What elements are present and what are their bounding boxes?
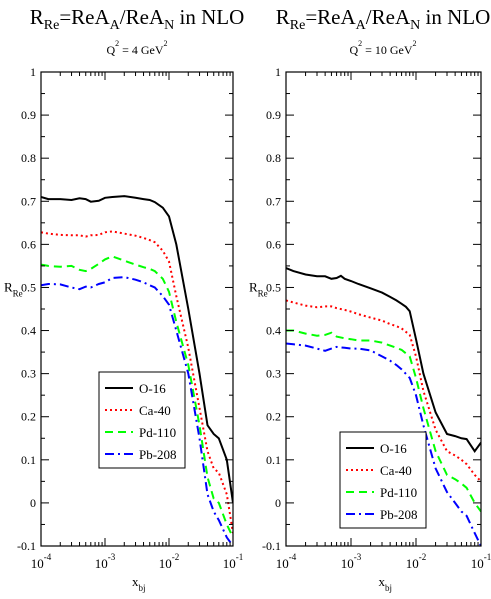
y-tick-label: 0.9 — [266, 108, 281, 122]
x-tick-label: 10-4 — [31, 552, 52, 571]
legend-label: O-16 — [380, 441, 407, 456]
x-tick-label: 10-3 — [341, 552, 362, 571]
y-tick-label: 0.7 — [21, 194, 36, 208]
x-axis-label: xbj — [132, 574, 146, 593]
series-line-o-16 — [41, 195, 233, 504]
y-tick-label: 0.1 — [21, 453, 36, 467]
legend-label: Pd-110 — [380, 485, 417, 500]
y-tick-label: 1 — [30, 65, 36, 79]
y-tick-label: 0.1 — [266, 453, 281, 467]
y-tick-label: 0.2 — [21, 410, 36, 424]
legend-label: Ca-40 — [139, 403, 171, 418]
y-tick-label: 0.8 — [266, 151, 281, 165]
y-tick-label: 0.4 — [266, 324, 281, 338]
y-axis-label: RRe — [4, 279, 23, 298]
x-axis-label: xbj — [379, 574, 393, 593]
plot-frame — [40, 71, 234, 547]
legend: O-16 Ca-40 Pd-110 Pb-208 — [339, 431, 427, 529]
y-tick-label: 1 — [275, 65, 281, 79]
x-tick-label: 10-2 — [406, 552, 427, 571]
chart-subtitle: Q2 = 4 GeV2 — [106, 39, 167, 57]
legend-label: Ca-40 — [380, 463, 412, 478]
y-tick-label: 0.7 — [266, 194, 281, 208]
y-tick-label: 0.4 — [21, 324, 36, 338]
y-tick-label: 0 — [275, 496, 281, 510]
y-tick-label: 0.8 — [21, 151, 36, 165]
x-tick-label: 10-1 — [471, 552, 491, 571]
chart-subtitle: Q2 = 10 GeV2 — [349, 39, 416, 57]
legend-label: Pb-208 — [380, 507, 418, 522]
y-tick-label: 0.6 — [21, 237, 36, 251]
chart-title: RRe=ReAA/ReAN in NLO — [276, 5, 491, 33]
x-tick-label: 10-4 — [276, 552, 297, 571]
chart-panel-2: RRe=ReAA/ReAN in NLO Q2 = 10 GeV2 -0.1 0 0.1… — [249, 5, 491, 593]
y-tick-label: 0.2 — [266, 410, 281, 424]
y-tick-label: 0.3 — [21, 367, 36, 381]
y-tick-label: 0.3 — [266, 367, 281, 381]
y-tick-label: 0.5 — [21, 280, 36, 294]
legend: O-16 Ca-40 Pd-110 Pb-208 — [98, 371, 186, 469]
legend-label: O-16 — [139, 381, 166, 396]
x-tick-label: 10-1 — [223, 552, 244, 571]
y-tick-label: 0.9 — [21, 108, 36, 122]
series-line-pb-208 — [41, 276, 233, 546]
series-group — [286, 267, 481, 546]
y-tick-label: -0.1 — [17, 539, 36, 553]
legend-label: Pb-208 — [139, 447, 177, 462]
y-tick-label: 0.5 — [266, 280, 281, 294]
chart-title: RRe=ReAA/ReAN in NLO — [30, 5, 245, 33]
chart-panel-1: RRe=ReAA/ReAN in NLO Q2 = 4 GeV2 -0.1 0 0.1 0… — [4, 5, 244, 593]
series-line-pd-110 — [41, 255, 233, 538]
y-tick-label: 0.6 — [266, 237, 281, 251]
y-axis-label: RRe — [249, 279, 268, 298]
x-tick-label: 10-3 — [95, 552, 116, 571]
series-line-pd-110 — [286, 329, 481, 513]
x-tick-label: 10-2 — [159, 552, 180, 571]
series-line-o-16 — [286, 267, 481, 453]
y-tick-label: 0 — [30, 496, 36, 510]
series-group — [41, 195, 233, 546]
y-tick-label: -0.1 — [262, 539, 281, 553]
series-line-pb-208 — [286, 342, 481, 546]
legend-label: Pd-110 — [139, 425, 176, 440]
